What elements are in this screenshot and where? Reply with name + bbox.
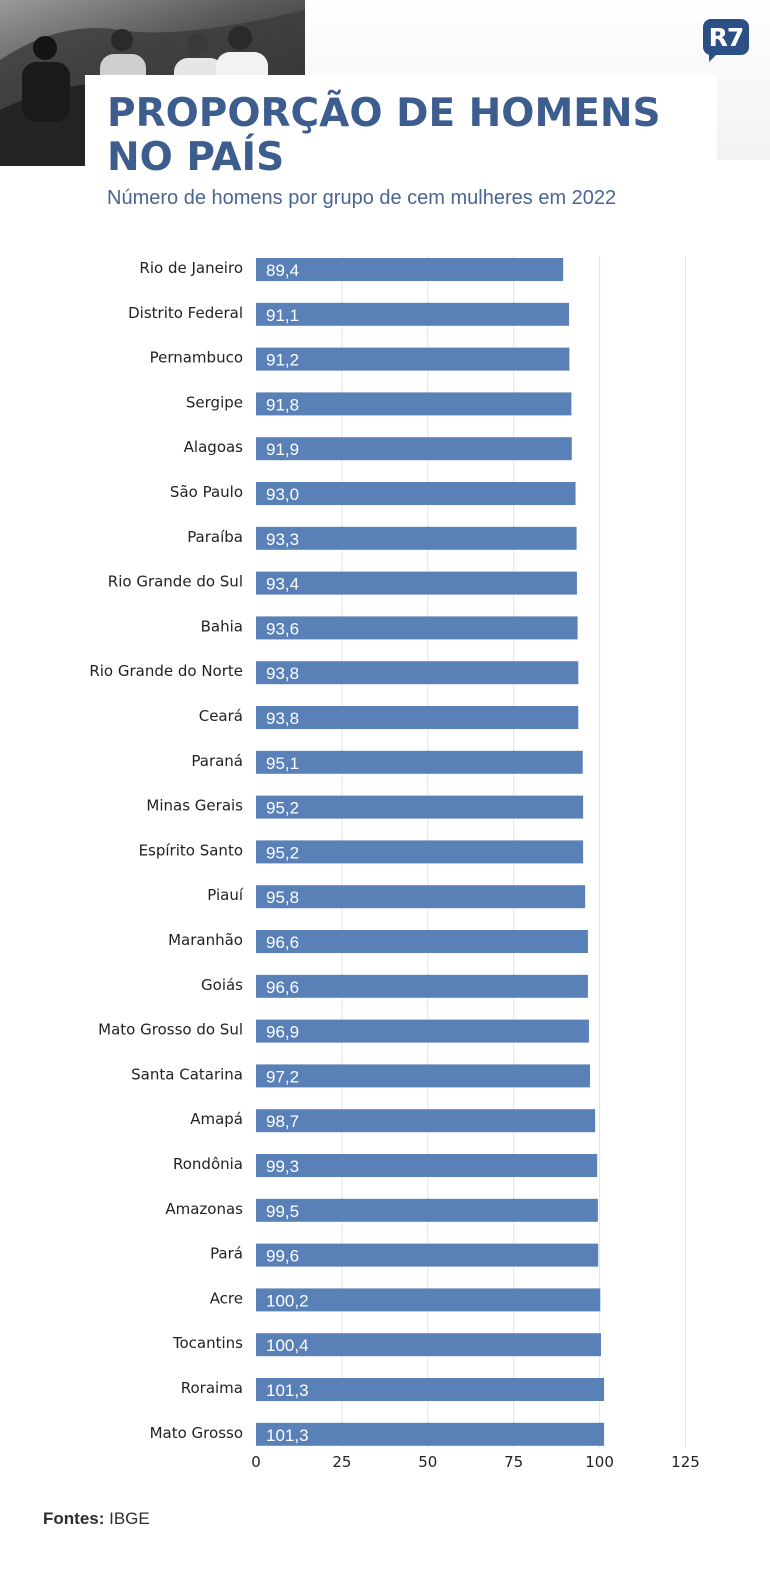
- category-label: Amazonas: [165, 1200, 243, 1218]
- category-label: Santa Catarina: [131, 1065, 243, 1083]
- category-label: Pará: [210, 1245, 243, 1263]
- bar-value-label: 91,2: [266, 351, 299, 370]
- bar-value-label: 93,0: [266, 485, 299, 504]
- bar-value-label: 99,6: [266, 1247, 299, 1266]
- bar: [256, 1422, 605, 1446]
- category-label: Mato Grosso do Sul: [98, 1021, 243, 1039]
- x-tick-label: 125: [671, 1453, 700, 1471]
- bar-value-label: 89,4: [266, 261, 299, 280]
- bar: [256, 526, 577, 550]
- category-label: Pernambuco: [150, 349, 243, 367]
- bar: [256, 571, 577, 595]
- category-label: Alagoas: [184, 438, 244, 456]
- x-tick-label: 75: [504, 1453, 523, 1471]
- bar: [256, 1064, 590, 1088]
- bar-value-label: 101,3: [266, 1426, 309, 1445]
- bar: [256, 1109, 596, 1133]
- bar-value-label: 93,4: [266, 575, 299, 594]
- x-tick-label: 100: [585, 1453, 614, 1471]
- bar: [256, 1333, 601, 1357]
- bar: [256, 1154, 598, 1177]
- category-label: Minas Gerais: [146, 797, 243, 815]
- bar: [256, 437, 572, 461]
- bar-value-label: 98,7: [266, 1112, 299, 1131]
- category-label: Paraíba: [187, 528, 243, 546]
- category-label: Tocantins: [172, 1334, 243, 1352]
- category-label: São Paulo: [170, 483, 243, 501]
- category-label: Espírito Santo: [139, 841, 243, 859]
- source-label: Fontes:: [43, 1509, 105, 1528]
- category-label: Ceará: [199, 707, 243, 725]
- category-label: Mato Grosso: [150, 1424, 243, 1442]
- category-label: Amapá: [190, 1110, 243, 1128]
- bar: [256, 974, 588, 998]
- bar-value-label: 95,2: [266, 799, 299, 818]
- title-line-2: NO PAÍS: [107, 135, 285, 180]
- bar-value-label: 100,2: [266, 1291, 309, 1310]
- bar: [256, 1288, 601, 1312]
- x-tick-label: 50: [418, 1453, 437, 1471]
- bar-value-label: 95,2: [266, 843, 299, 862]
- x-tick-label: 25: [332, 1453, 351, 1471]
- bar: [256, 616, 578, 640]
- category-label: Acre: [210, 1289, 243, 1307]
- bar-value-label: 99,5: [266, 1202, 299, 1221]
- source-note: Fontes: IBGE: [43, 1509, 150, 1529]
- bar: [256, 750, 583, 774]
- bar-value-label: 91,9: [266, 440, 299, 459]
- source-value: IBGE: [109, 1509, 150, 1528]
- title-panel: [85, 75, 717, 225]
- category-label: Sergipe: [186, 393, 243, 411]
- bar: [256, 1378, 605, 1401]
- bar-value-label: 93,8: [266, 709, 299, 728]
- bar-value-label: 97,2: [266, 1067, 299, 1086]
- category-label: Maranhão: [168, 931, 243, 949]
- bar-value-label: 95,1: [266, 754, 299, 773]
- bar-chart: 89,4 Rio de Janeiro 91,1 Distrito Federal 91…: [89, 256, 700, 1471]
- title-line-1: PROPORÇÃO DE HOMENS: [107, 91, 661, 136]
- bar: [256, 795, 584, 819]
- r7-logo: R7: [703, 19, 749, 62]
- category-label: Goiás: [201, 976, 243, 994]
- bar: [256, 840, 584, 864]
- bar: [256, 258, 564, 281]
- category-label: Paraná: [191, 752, 243, 770]
- bar: [256, 706, 579, 729]
- x-tick-label: 0: [251, 1453, 261, 1471]
- bar: [256, 1019, 589, 1043]
- bar: [256, 302, 570, 326]
- bar-value-label: 91,1: [266, 306, 299, 325]
- bar: [256, 661, 579, 685]
- bar-value-label: 101,3: [266, 1381, 309, 1400]
- bar-value-label: 100,4: [266, 1336, 309, 1355]
- category-label: Bahia: [201, 617, 243, 635]
- chart-title: PROPORÇÃO DE HOMENS NO PAÍS: [107, 92, 707, 180]
- bar-value-label: 95,8: [266, 888, 299, 907]
- category-label: Rio de Janeiro: [139, 259, 243, 277]
- chart-subtitle: Número de homens por grupo de cem mulher…: [107, 187, 617, 209]
- bar: [256, 1198, 598, 1222]
- bar: [256, 1243, 599, 1267]
- category-label: Roraima: [181, 1379, 243, 1397]
- bar: [256, 347, 570, 371]
- bar-value-label: 93,8: [266, 664, 299, 683]
- category-label: Piauí: [207, 886, 244, 904]
- bar-value-label: 93,3: [266, 530, 299, 549]
- category-label: Distrito Federal: [128, 304, 243, 322]
- bar: [256, 885, 586, 909]
- bar-value-label: 93,6: [266, 619, 299, 638]
- bar-value-label: 96,9: [266, 1023, 299, 1042]
- bar-value-label: 96,6: [266, 978, 299, 997]
- bar-value-label: 91,8: [266, 395, 299, 414]
- bar: [256, 930, 588, 953]
- bar-value-label: 96,6: [266, 933, 299, 952]
- category-label: Rio Grande do Sul: [108, 573, 243, 591]
- category-label: Rio Grande do Norte: [89, 662, 243, 680]
- category-label: Rondônia: [173, 1155, 243, 1173]
- bar: [256, 482, 576, 505]
- bar: [256, 392, 572, 416]
- bar-value-label: 99,3: [266, 1157, 299, 1176]
